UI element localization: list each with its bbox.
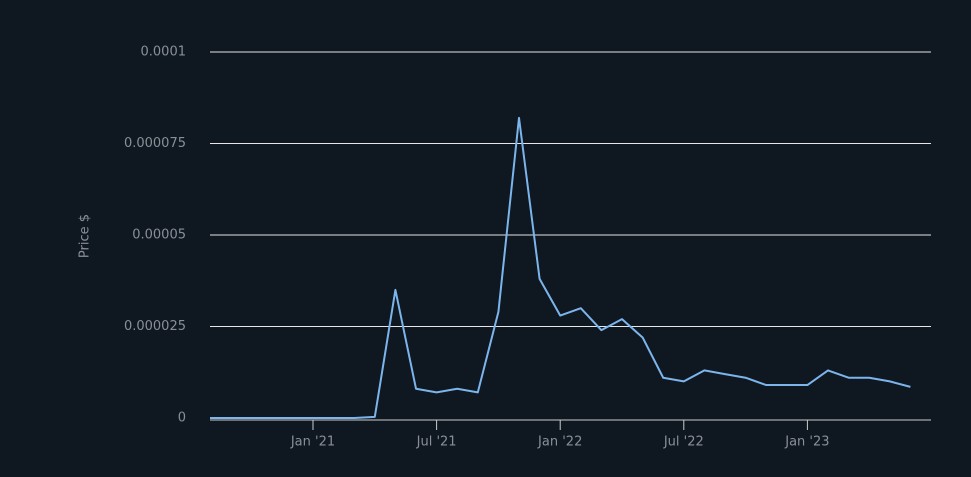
price-line <box>210 116 911 419</box>
y-tick-label: 0.000025 <box>124 319 186 334</box>
x-tick-label: Jul '21 <box>416 435 457 450</box>
x-tick-label: Jul '22 <box>663 435 704 450</box>
y-tick-label: 0.000075 <box>124 136 186 151</box>
x-tick-label: Jan '23 <box>784 435 829 450</box>
x-tick-label: Jan '22 <box>537 435 582 450</box>
x-tick-label: Jan '21 <box>290 435 335 450</box>
y-tick-label: 0 <box>178 411 186 426</box>
y-axis-label: Price $ <box>78 214 93 258</box>
y-tick-label: 0.0001 <box>141 45 187 60</box>
y-tick-label: 0.00005 <box>132 228 186 243</box>
